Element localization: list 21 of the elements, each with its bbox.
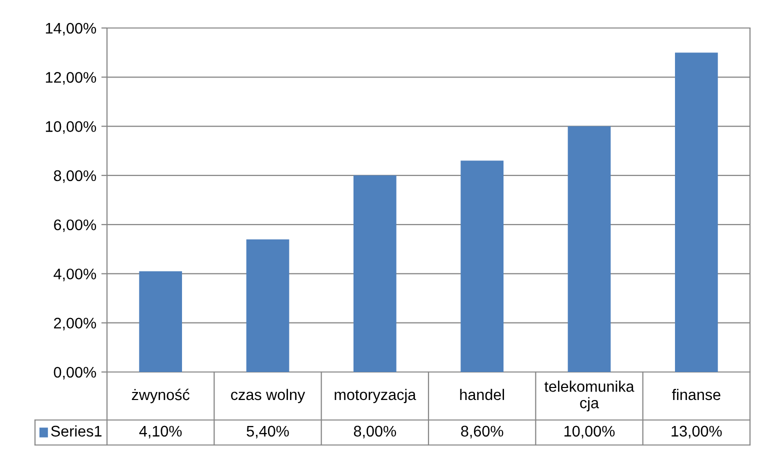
x-tick-label: czas wolny	[231, 388, 306, 404]
y-tick-label: 12,00%	[46, 72, 96, 85]
y-tick-label: 10,00%	[46, 121, 96, 134]
y-tick-label: 8,00%	[54, 170, 96, 183]
data-label: 8,00%	[354, 426, 396, 438]
data-label: 5,40%	[246, 426, 289, 438]
y-tick-label: 14,00%	[46, 22, 96, 36]
y-tick-label: 4,00%	[54, 268, 96, 282]
legend-label: Series1	[51, 425, 102, 437]
data-label: 13,00%	[672, 426, 722, 438]
data-label: 10,00%	[564, 426, 615, 438]
x-tick-label: żwyność	[132, 388, 190, 404]
x-tick-label: motoryzacja	[334, 388, 416, 404]
data-label: 4,10%	[139, 426, 182, 438]
x-tick-label: handel	[460, 388, 504, 400]
y-tick-label: 6,00%	[54, 219, 96, 232]
data-label: 8,60%	[461, 426, 504, 438]
x-tick-label: telekomunika cja	[544, 380, 634, 412]
x-tick-label: finanse	[672, 388, 720, 400]
y-tick-label: 0,00%	[54, 366, 96, 380]
y-tick-label: 2,00%	[54, 318, 96, 330]
